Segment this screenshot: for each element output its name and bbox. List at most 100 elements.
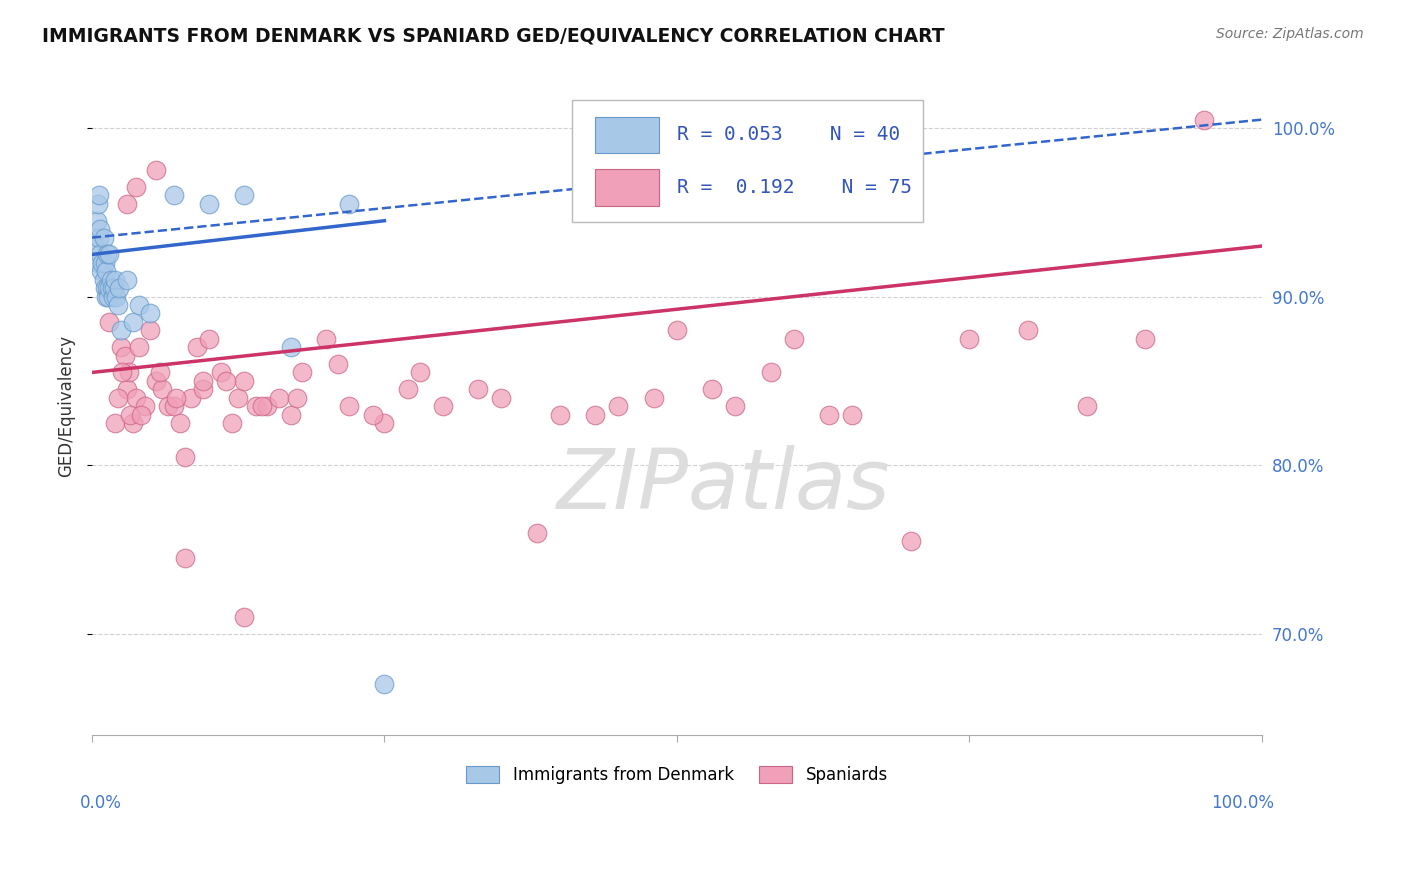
Point [98, 281, 121, 295]
Text: R = 0.053    N = 40: R = 0.053 N = 40 [676, 126, 900, 145]
Legend: Immigrants from Denmark, Spaniards: Immigrants from Denmark, Spaniards [458, 757, 896, 792]
Point [1133, 332, 1156, 346]
Point [139, 323, 162, 337]
Text: ZIPatlas: ZIPatlas [557, 444, 890, 525]
FancyBboxPatch shape [572, 101, 922, 222]
Point [198, 332, 221, 346]
Point [408, 366, 430, 380]
Point [583, 408, 606, 422]
Point [94, 264, 117, 278]
Point [548, 408, 571, 422]
Point [94, 290, 117, 304]
Point [250, 399, 273, 413]
Point [107, 391, 129, 405]
Point [959, 332, 981, 346]
Point [101, 290, 124, 304]
Point [315, 332, 337, 346]
Point [326, 357, 349, 371]
Point [98, 247, 121, 261]
Point [174, 550, 197, 565]
Point [115, 197, 138, 211]
Point [396, 382, 419, 396]
Point [900, 534, 922, 549]
Point [96, 281, 118, 295]
Point [163, 188, 186, 202]
Point [1076, 399, 1098, 413]
Point [700, 382, 723, 396]
Point [103, 281, 125, 295]
Y-axis label: GED/Equivalency: GED/Equivalency [58, 335, 75, 477]
Point [89, 247, 111, 261]
Text: Source: ZipAtlas.com: Source: ZipAtlas.com [1216, 27, 1364, 41]
Point [209, 366, 232, 380]
Point [129, 408, 152, 422]
Point [724, 399, 747, 413]
Point [93, 256, 115, 270]
Point [84, 239, 107, 253]
Point [110, 340, 132, 354]
Point [104, 273, 127, 287]
Point [114, 349, 136, 363]
Point [150, 382, 173, 396]
Point [280, 408, 302, 422]
Point [818, 408, 841, 422]
Point [86, 256, 108, 270]
Point [191, 374, 214, 388]
Point [373, 677, 395, 691]
Point [215, 374, 238, 388]
Point [285, 391, 308, 405]
Point [643, 391, 665, 405]
Text: 100.0%: 100.0% [1211, 794, 1274, 812]
Text: 0.0%: 0.0% [80, 794, 122, 812]
Point [120, 408, 142, 422]
Point [156, 399, 179, 413]
Point [93, 281, 115, 295]
Point [256, 399, 278, 413]
Point [149, 366, 172, 380]
Point [104, 416, 127, 430]
Point [96, 247, 118, 261]
Point [128, 340, 150, 354]
Point [1017, 323, 1039, 337]
Point [93, 273, 115, 287]
Point [174, 450, 197, 464]
Point [134, 399, 156, 413]
Point [105, 290, 128, 304]
Point [759, 366, 782, 380]
FancyBboxPatch shape [595, 169, 659, 206]
Point [98, 315, 121, 329]
Point [93, 230, 115, 244]
Point [361, 408, 384, 422]
Point [337, 399, 360, 413]
Point [87, 230, 110, 244]
Point [86, 213, 108, 227]
Point [491, 391, 513, 405]
Point [89, 222, 111, 236]
Point [432, 399, 454, 413]
Point [125, 391, 148, 405]
Point [107, 298, 129, 312]
Point [115, 273, 138, 287]
Point [233, 374, 256, 388]
Point [198, 197, 221, 211]
Point [163, 399, 186, 413]
Point [97, 290, 120, 304]
Point [128, 298, 150, 312]
Point [107, 281, 129, 295]
Point [180, 391, 202, 405]
Point [111, 366, 134, 380]
Point [226, 391, 249, 405]
Point [115, 382, 138, 396]
Point [280, 340, 302, 354]
Point [526, 525, 548, 540]
Point [191, 382, 214, 396]
Point [291, 366, 314, 380]
Point [90, 264, 112, 278]
Point [1192, 112, 1215, 127]
Point [841, 408, 863, 422]
Point [145, 163, 167, 178]
Point [233, 188, 256, 202]
Text: R =  0.192    N = 75: R = 0.192 N = 75 [676, 178, 912, 197]
Point [125, 180, 148, 194]
Point [121, 315, 143, 329]
